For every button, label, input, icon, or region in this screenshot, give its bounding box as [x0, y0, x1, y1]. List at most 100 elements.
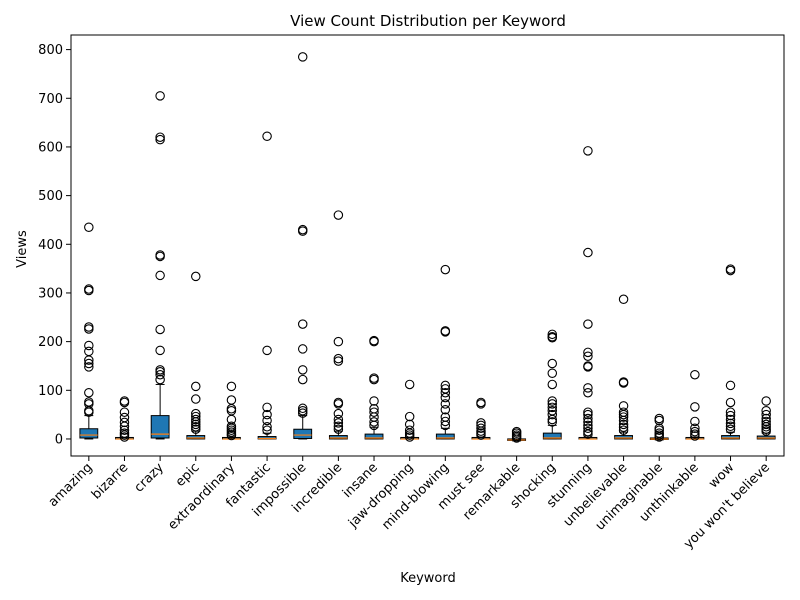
box-iqr: [721, 435, 740, 440]
outlier-point: [226, 381, 237, 392]
outlier-point: [725, 380, 736, 391]
box-group-fantastic: fantastic: [223, 131, 277, 511]
outlier-point: [333, 397, 344, 408]
outlier-point: [618, 377, 629, 387]
y-tick-label: 700: [38, 92, 63, 107]
outlier-point: [618, 401, 629, 411]
outlier-point: [547, 396, 558, 406]
y-tick-label: 500: [38, 189, 63, 204]
outlier-point: [333, 210, 344, 220]
outlier-point: [155, 369, 165, 380]
chart-title: View Count Distribution per Keyword: [290, 12, 566, 30]
outlier-point: [155, 132, 165, 142]
outlier-point: [440, 399, 451, 409]
outlier-point: [618, 412, 629, 422]
outlier-point: [262, 345, 272, 356]
outlier-point: [333, 418, 344, 428]
x-tick-label: epic: [173, 460, 203, 490]
outlier-point: [191, 271, 201, 282]
outlier-point: [119, 396, 130, 406]
y-tick-label: 200: [38, 335, 63, 350]
outlier-point: [84, 358, 94, 369]
outlier-point: [583, 351, 593, 361]
box-group-bizarre: bizarre: [89, 396, 134, 503]
outlier-point: [404, 419, 415, 430]
outlier-point: [761, 419, 771, 430]
outlier-point: [511, 426, 522, 437]
outlier-point: [333, 421, 344, 432]
box-group-wow: wow: [706, 264, 740, 491]
y-tick-label: 100: [38, 384, 63, 399]
outlier-point: [583, 319, 593, 329]
outlier-point: [690, 423, 700, 434]
outlier-point: [262, 409, 272, 420]
outlier-point: [297, 52, 308, 62]
box-group-extraordinary: extraordinary: [165, 381, 241, 533]
outlier-point: [618, 419, 629, 430]
outlier-point: [618, 294, 629, 305]
outlier-point: [440, 416, 451, 427]
outlier-point: [333, 356, 344, 366]
outlier-point: [761, 396, 771, 406]
outlier-point: [583, 426, 593, 437]
outlier-point: [155, 365, 165, 375]
outlier-point: [84, 387, 94, 398]
box-group-unthinkable: unthinkable: [637, 369, 705, 525]
outlier-point: [583, 417, 593, 427]
outlier-point: [119, 428, 130, 438]
outlier-point: [440, 380, 451, 391]
box-iqr: [542, 432, 562, 440]
outlier-point: [690, 426, 700, 437]
outlier-point: [297, 344, 308, 354]
outlier-point: [583, 347, 593, 358]
outlier-point: [226, 405, 237, 416]
box-group-insane: insane: [340, 335, 384, 501]
outlier-point: [761, 409, 771, 420]
outlier-point: [226, 395, 237, 405]
outlier-point: [440, 412, 451, 422]
outlier-point: [84, 340, 94, 351]
outlier-point: [583, 361, 593, 371]
outlier-point: [476, 423, 486, 434]
y-tick-label: 300: [38, 286, 63, 301]
outlier-point: [191, 381, 201, 392]
outlier-point: [547, 417, 558, 427]
outlier-point: [583, 383, 593, 393]
outlier-point: [761, 405, 771, 416]
outlier-point: [119, 425, 130, 435]
outlier-point: [84, 362, 94, 372]
box-iqr: [364, 433, 384, 440]
outlier-point: [297, 365, 308, 375]
outlier-point: [583, 247, 593, 258]
outlier-point: [369, 417, 379, 427]
outlier-point: [369, 407, 379, 417]
outlier-point: [547, 379, 558, 390]
outlier-point: [155, 324, 165, 335]
x-tick-label: amazing: [46, 460, 96, 510]
outlier-point: [583, 146, 593, 156]
box-iqr: [435, 433, 455, 440]
outlier-point: [155, 345, 165, 356]
outlier-point: [191, 424, 201, 434]
outlier-point: [262, 131, 272, 141]
outlier-point: [654, 423, 664, 434]
outlier-point: [404, 411, 415, 422]
box-group-impossible: impossible: [250, 52, 313, 520]
outlier-point: [761, 424, 771, 434]
outlier-point: [440, 326, 451, 336]
outlier-point: [155, 91, 165, 101]
outlier-point: [547, 358, 558, 369]
outlier-point: [191, 411, 201, 422]
outlier-point: [583, 407, 593, 417]
outlier-point: [547, 368, 558, 379]
outlier-point: [155, 134, 165, 145]
outlier-point: [725, 424, 736, 434]
outlier-point: [440, 264, 451, 275]
outlier-point: [476, 418, 486, 428]
outlier-point: [725, 418, 736, 429]
outlier-point: [547, 399, 558, 409]
outlier-point: [369, 412, 379, 422]
outlier-point: [583, 413, 593, 424]
